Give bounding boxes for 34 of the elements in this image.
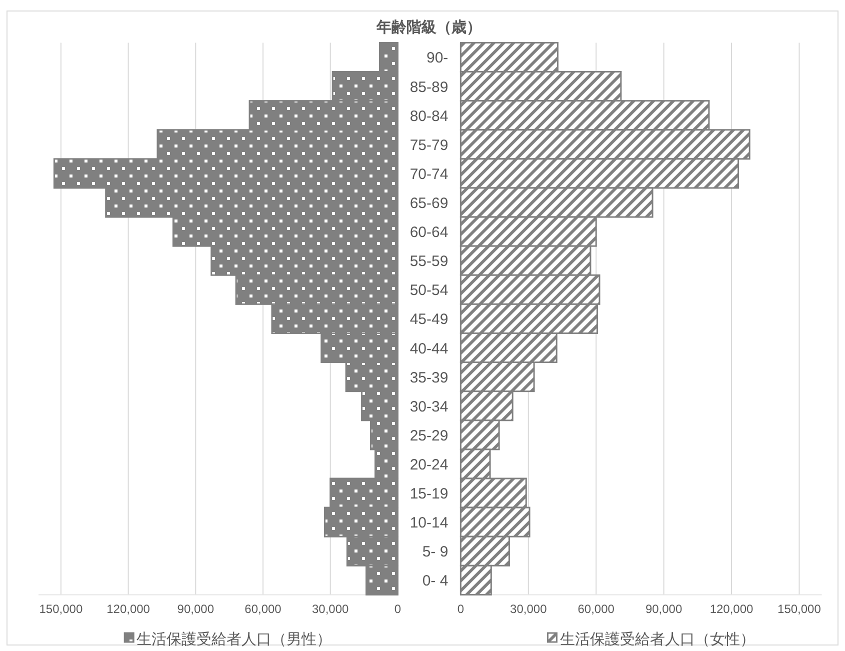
y-tick-label: 5- 9 xyxy=(422,544,448,561)
x-tick-label: 30,000 xyxy=(312,602,350,616)
legend-label: 生活保護受給者人口（男性） xyxy=(136,631,332,648)
y-tick-label: 15-19 xyxy=(410,486,448,503)
y-tick-label: 65-69 xyxy=(410,194,448,212)
x-tick-label: 30,000 xyxy=(510,602,548,616)
y-tick-label: 0- 4 xyxy=(422,572,448,590)
y-tick-label: 50-54 xyxy=(410,282,448,300)
y-tick-label: 40-44 xyxy=(410,340,448,358)
y-tick-label: 25-29 xyxy=(410,427,448,444)
y-tick-label: 90- xyxy=(426,50,448,67)
x-tick-label: 150,000 xyxy=(778,602,822,616)
y-tick-label: 20-24 xyxy=(410,456,448,474)
x-tick-label: 0 xyxy=(457,602,464,616)
x-tick-label: 150,000 xyxy=(39,602,83,616)
y-tick-label: 75-79 xyxy=(410,136,448,154)
y-tick-label: 35-39 xyxy=(410,369,448,386)
x-tick-label: 60,000 xyxy=(578,602,615,616)
x-tick-label: 90,000 xyxy=(645,602,682,616)
y-tick-label: 55-59 xyxy=(410,253,448,270)
y-tick-label: 10-14 xyxy=(410,514,448,532)
y-axis-title: 年齢階級（歳） xyxy=(376,19,482,36)
x-tick-label: 90,000 xyxy=(177,602,214,616)
x-tick-label: 120,000 xyxy=(710,602,754,616)
x-tick-label: 60,000 xyxy=(244,602,282,616)
x-tick-label: 0 xyxy=(394,602,402,616)
y-tick-label: 45-49 xyxy=(410,311,448,328)
y-tick-label: 70-74 xyxy=(410,166,448,183)
legend-label: 生活保護受給者人口（女性） xyxy=(560,631,755,648)
x-tick-label: 120,000 xyxy=(106,602,150,616)
y-tick-label: 30-34 xyxy=(410,398,448,416)
y-tick-label: 85-89 xyxy=(410,78,448,96)
y-tick-label: 60-64 xyxy=(410,224,448,242)
y-tick-label: 80-84 xyxy=(410,108,448,125)
